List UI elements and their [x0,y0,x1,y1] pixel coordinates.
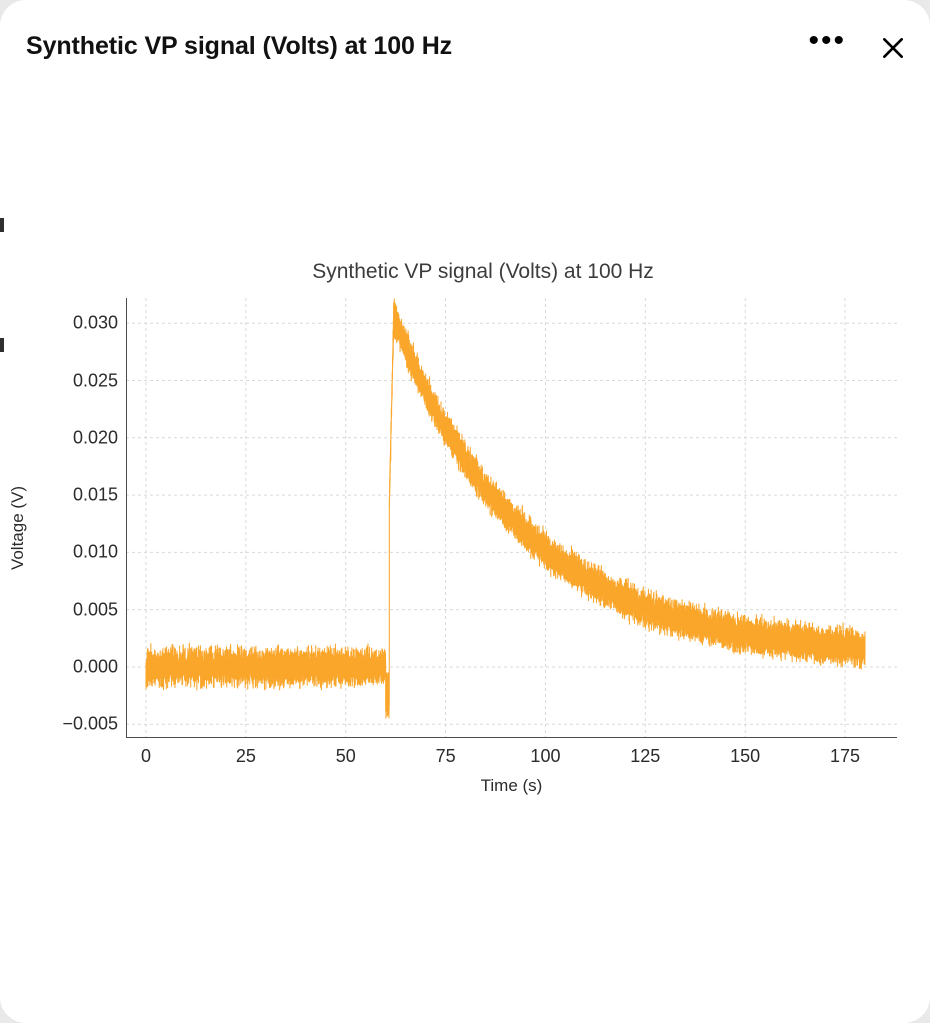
matplotlib-figure: Synthetic VP signal (Volts) at 100 Hz Vo… [8,260,910,820]
y-tick-label: 0.010 [72,541,118,562]
x-tick-label: 50 [335,746,356,766]
edge-artifact [0,218,4,232]
header-actions: ••• [808,26,906,65]
page-title: Synthetic VP signal (Volts) at 100 Hz [26,32,453,60]
y-tick-label: 0.015 [72,484,118,505]
more-horizontal-icon[interactable]: ••• [808,24,846,57]
x-tick-label: 100 [530,746,561,766]
close-icon[interactable] [880,35,906,65]
figure-container: Synthetic VP signal (Volts) at 100 Hz Vo… [0,100,930,1023]
plot-area [126,298,897,738]
chart-title: Synthetic VP signal (Volts) at 100 Hz [312,260,654,283]
plot-canvas [126,298,897,738]
card-header: Synthetic VP signal (Volts) at 100 Hz ••… [0,0,930,100]
y-tick-label: −0.005 [62,713,118,734]
y-tick-label: 0.005 [72,599,118,620]
x-tick-label: 150 [730,746,761,766]
y-tick-label: 0.025 [72,370,118,390]
y-tick-label: 0.020 [72,427,118,448]
edge-artifact [0,338,4,352]
y-tick-labels: −0.005 0.000 0.005 0.010 0.015 0.020 0.025 0.03… [20,298,118,738]
x-tick-label: 0 [140,746,151,766]
x-axis-label: Time (s) [480,776,543,795]
y-tick-label: 0.000 [72,656,118,677]
x-tick-labels: 0 25 50 75 100 125 150 175 [126,746,897,772]
signal-trace [145,298,866,719]
x-tick-label: 175 [830,746,861,766]
x-tick-label: 125 [630,746,661,766]
y-tick-label: 0.030 [72,312,118,333]
x-tick-label: 75 [435,746,456,766]
x-tick-label: 25 [235,746,256,766]
